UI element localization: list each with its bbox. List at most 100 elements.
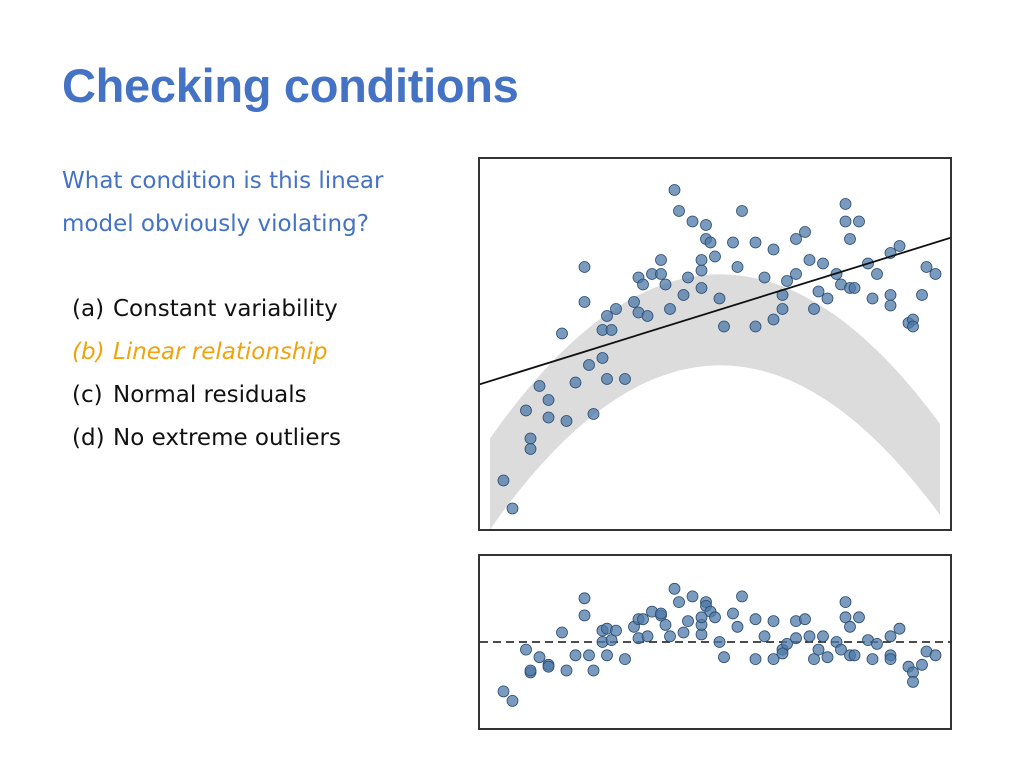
- residual-point: [637, 613, 649, 626]
- residual-point: [884, 653, 897, 665]
- residual-point: [497, 685, 510, 698]
- residual-point: [682, 615, 694, 627]
- residual-point: [578, 609, 591, 622]
- residual-point: [583, 649, 595, 662]
- question-text: What condition is this linear model obvi…: [62, 160, 462, 246]
- option-a[interactable]: (a) Constant variability: [72, 288, 341, 331]
- residual-point: [727, 607, 739, 620]
- residual-point: [506, 694, 519, 707]
- residual-point: [821, 651, 834, 664]
- option-d[interactable]: (d) No extreme outliers: [72, 417, 341, 460]
- data-point: [610, 303, 622, 315]
- residual-point: [776, 647, 789, 660]
- residual-point: [907, 676, 919, 688]
- option-c[interactable]: (c) Normal residuals: [72, 374, 341, 417]
- option-b[interactable]: (b) Linear relationship: [72, 331, 341, 374]
- data-point: [812, 285, 825, 298]
- data-point: [808, 303, 820, 315]
- residual-point: [578, 592, 591, 605]
- residual-point: [695, 611, 708, 624]
- residual-point: [866, 653, 879, 665]
- residual-point: [569, 649, 582, 662]
- confidence-band: [490, 274, 940, 529]
- data-point: [907, 320, 919, 333]
- residual-point: [916, 658, 928, 671]
- data-point: [803, 254, 816, 266]
- residual-point: [767, 615, 780, 627]
- residual-point: [799, 613, 811, 626]
- option-text: Normal residuals: [113, 382, 307, 408]
- data-point: [776, 303, 789, 315]
- option-text: Linear relationship: [113, 339, 328, 365]
- scatter-plot-panel: [478, 157, 952, 531]
- data-point: [605, 324, 618, 336]
- data-point: [695, 254, 708, 266]
- residual-point: [848, 649, 861, 662]
- data-point: [497, 474, 510, 487]
- data-point: [839, 198, 852, 210]
- data-point: [799, 226, 811, 238]
- option-letter: (a): [72, 296, 105, 322]
- residual-point: [664, 630, 676, 643]
- scatter-plot: [480, 184, 950, 529]
- residual-point: [659, 619, 672, 631]
- residual-point: [817, 630, 829, 643]
- residual-point: [668, 582, 681, 595]
- data-point: [655, 254, 667, 266]
- data-point: [583, 359, 595, 371]
- residual-point: [709, 611, 721, 624]
- data-point: [524, 443, 537, 455]
- data-point: [578, 261, 591, 273]
- residual-plot-panel: [478, 554, 952, 730]
- data-point: [560, 415, 573, 427]
- residual-point: [749, 653, 762, 665]
- data-point: [569, 376, 582, 389]
- residual-point: [835, 643, 847, 656]
- data-point: [790, 233, 802, 245]
- question-line-2: model obviously violating?: [62, 211, 369, 237]
- data-point: [844, 233, 856, 245]
- residual-point: [749, 613, 762, 626]
- data-point: [655, 268, 667, 280]
- data-point: [686, 215, 699, 228]
- data-point: [713, 292, 726, 305]
- slide-title: Checking conditions: [62, 59, 519, 112]
- data-point: [821, 292, 834, 305]
- answer-options: (a) Constant variability (b) Linear rela…: [72, 288, 341, 460]
- data-point: [790, 268, 802, 280]
- residual-point: [781, 638, 793, 650]
- option-letter: (c): [72, 382, 103, 408]
- data-point: [668, 184, 681, 196]
- data-point: [506, 502, 519, 515]
- residual-point: [884, 630, 897, 643]
- data-point: [520, 404, 532, 417]
- residual-point: [524, 664, 537, 677]
- residual-point: [641, 630, 654, 643]
- residual-point: [542, 660, 555, 673]
- residual-plot: [480, 582, 950, 707]
- data-point: [542, 394, 555, 406]
- data-point: [884, 299, 897, 312]
- data-point: [758, 271, 771, 284]
- data-point: [709, 250, 721, 263]
- residual-point: [853, 611, 865, 624]
- data-point: [596, 352, 609, 364]
- residual-point: [844, 620, 856, 633]
- residual-point: [812, 643, 825, 656]
- data-point: [695, 282, 708, 294]
- data-point: [916, 289, 928, 301]
- residual-point: [839, 611, 852, 624]
- option-letter: (b): [72, 339, 105, 365]
- data-point: [601, 373, 613, 385]
- data-point: [871, 268, 883, 280]
- data-point: [781, 275, 793, 287]
- residual-point: [871, 638, 883, 650]
- residual-point: [560, 664, 573, 677]
- data-point: [853, 215, 865, 228]
- option-text: No extreme outliers: [113, 425, 341, 451]
- residual-point: [758, 630, 771, 643]
- data-point: [587, 408, 600, 420]
- data-point: [884, 289, 897, 301]
- data-point: [920, 261, 933, 273]
- residual-point: [790, 632, 802, 645]
